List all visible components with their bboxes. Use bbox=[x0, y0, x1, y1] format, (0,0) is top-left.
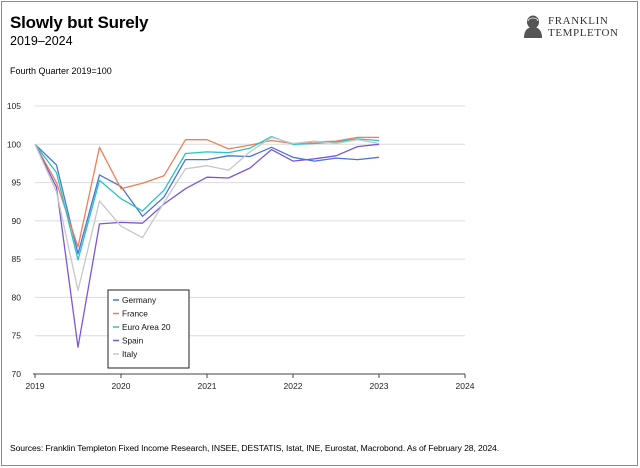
y-tick-label: 75 bbox=[12, 331, 22, 341]
source-note: Sources: Franklin Templeton Fixed Income… bbox=[10, 443, 500, 453]
series-lines bbox=[34, 135, 380, 348]
series-line-italy bbox=[34, 136, 380, 292]
legend-label: France bbox=[122, 309, 148, 319]
y-tick-label: 80 bbox=[12, 292, 22, 302]
y-tick-label: 105 bbox=[7, 101, 21, 111]
x-tick-label: 2022 bbox=[284, 381, 303, 391]
x-tick-label: 2021 bbox=[198, 381, 217, 391]
unit-note: Fourth Quarter 2019=100 bbox=[10, 66, 112, 76]
logo-line-1: FRANKLIN bbox=[548, 15, 609, 27]
franklin-bust-icon bbox=[524, 15, 542, 38]
chart-subtitle: 2019–2024 bbox=[10, 34, 73, 48]
y-tick-label: 85 bbox=[12, 254, 22, 264]
legend-label: Euro Area 20 bbox=[122, 322, 171, 332]
legend-label: Spain bbox=[122, 336, 144, 346]
y-tick-label: 90 bbox=[12, 216, 22, 226]
legend: Germany France Euro Area 20 Spain Italy bbox=[107, 289, 190, 369]
legend-label: Italy bbox=[122, 349, 138, 359]
series-line-euro-area-20 bbox=[34, 135, 380, 261]
logo-line-2: TEMPLETON bbox=[548, 27, 619, 39]
series-line-germany bbox=[34, 143, 380, 255]
legend-label: Germany bbox=[122, 295, 157, 305]
gridlines bbox=[35, 105, 465, 337]
brand-logo: FRANKLIN TEMPLETON bbox=[522, 14, 632, 42]
x-tick-label: 2020 bbox=[112, 381, 131, 391]
axes: 70 75 80 85 90 95 100 105 2019 2020 2021 2022 2023 20… bbox=[7, 101, 475, 391]
x-tick-label: 2024 bbox=[456, 381, 475, 391]
x-tick-label: 2023 bbox=[370, 381, 389, 391]
chart-title: Slowly but Surely bbox=[10, 13, 149, 32]
y-tick-label: 70 bbox=[12, 369, 22, 379]
y-tick-label: 95 bbox=[12, 178, 22, 188]
y-tick-label: 100 bbox=[7, 139, 21, 149]
legend-box bbox=[107, 289, 190, 369]
x-tick-label: 2019 bbox=[26, 381, 45, 391]
logo-wordmark: FRANKLIN TEMPLETON bbox=[548, 15, 619, 39]
series-line-spain bbox=[34, 143, 380, 348]
